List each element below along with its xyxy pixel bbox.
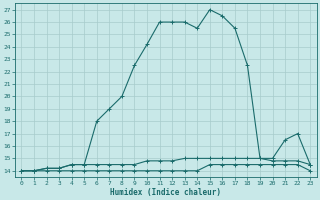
X-axis label: Humidex (Indice chaleur): Humidex (Indice chaleur) <box>110 188 221 197</box>
